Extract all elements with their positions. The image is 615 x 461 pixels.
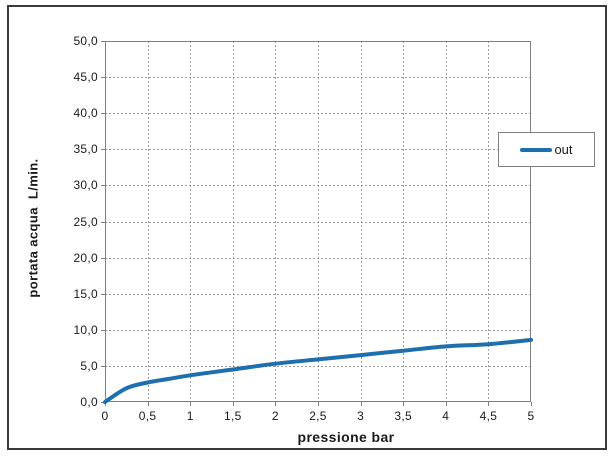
y-tick-label: 45,0 — [73, 70, 98, 85]
x-axis-title: pressione bar — [297, 429, 395, 445]
series-line-out — [103, 337, 533, 404]
y-tick-label: 5,0 — [80, 358, 98, 373]
chart-frame — [7, 5, 607, 450]
legend-line-swatch — [520, 147, 553, 152]
x-tick-label: 3 — [357, 409, 365, 423]
x-tick-label: 0,5 — [138, 409, 157, 423]
plot-border — [105, 41, 531, 402]
x-tick-label: 3,5 — [394, 409, 412, 423]
y-tick-label: 25,0 — [73, 214, 98, 229]
y-tick-label: 15,0 — [73, 286, 98, 301]
x-tick-label: 1 — [186, 409, 194, 423]
y-tick-label: 30,0 — [73, 178, 98, 193]
y-axis-title: portata acqua L/min. — [25, 158, 41, 298]
x-tick-label: 4 — [442, 409, 450, 423]
x-tick-label: 0 — [101, 409, 109, 423]
x-tick-label: 5 — [527, 409, 535, 423]
y-tick-label: 0,0 — [80, 395, 98, 409]
legend: out — [498, 132, 595, 167]
y-tick-label: 40,0 — [73, 106, 98, 121]
y-tick-label: 35,0 — [73, 142, 98, 157]
plot-area — [101, 41, 533, 406]
y-tick-label: 50,0 — [73, 34, 98, 48]
y-tick-label: 10,0 — [73, 322, 98, 337]
legend-label: out — [554, 142, 573, 157]
x-tick-label: 2 — [271, 409, 279, 423]
x-tick-label: 4,5 — [479, 409, 498, 423]
y-tick-label: 20,0 — [73, 250, 98, 265]
x-tick-label: 1,5 — [224, 409, 242, 423]
x-tick-label: 2,5 — [309, 409, 327, 423]
